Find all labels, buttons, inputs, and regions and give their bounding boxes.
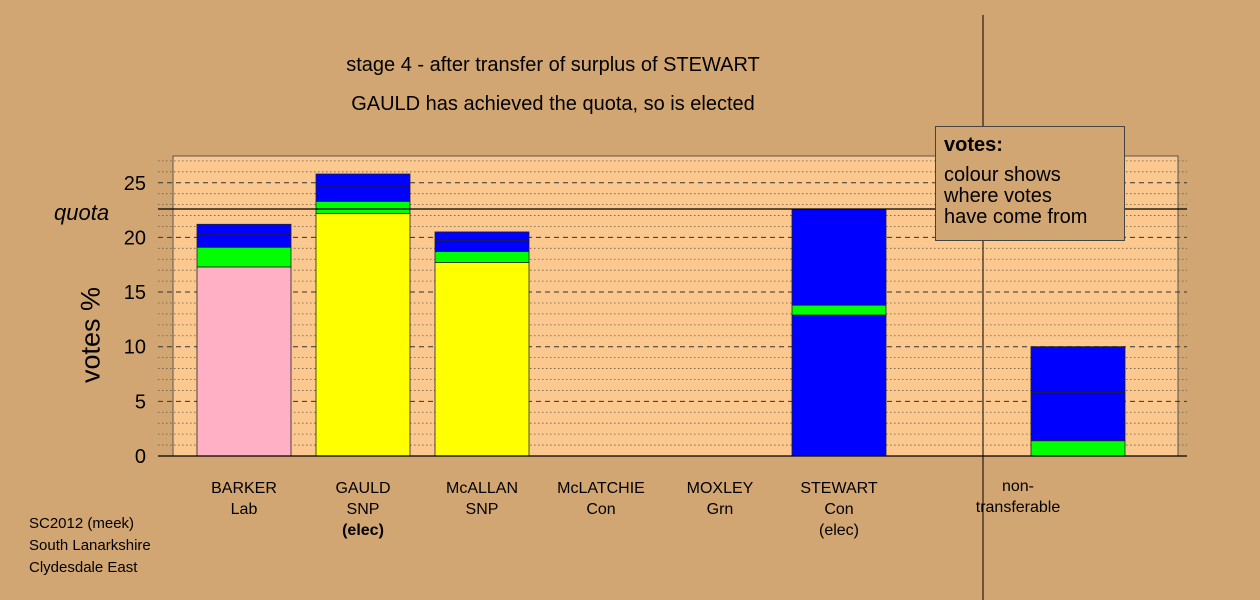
y-axis-ticks: 0 5 10 15 20 25 — [124, 173, 146, 468]
footer-line: SC2012 (meek) — [29, 515, 135, 532]
bar-segment-barker — [196, 223, 292, 235]
bar-segment-gauld — [315, 200, 411, 214]
bar-segment-gauld — [315, 212, 411, 457]
quota-label: quota — [54, 200, 110, 225]
candidate-status: (elec) — [342, 522, 384, 539]
candidate-status: (elec) — [818, 522, 859, 539]
candidate-party: SNP — [465, 501, 499, 518]
bar-segment-barker — [196, 266, 292, 457]
y-tick-label: 15 — [124, 282, 146, 304]
legend-line: where votes — [944, 185, 1052, 207]
y-tick-label: 20 — [124, 227, 146, 249]
legend-box: votes: colour shows where votes have com… — [935, 126, 1125, 241]
candidate-label-gauld: GAULD SNP (elec) — [303, 478, 423, 541]
candidate-label-moxley: MOXLEY Grn — [660, 478, 780, 520]
bar-segment-barker — [196, 246, 292, 268]
bar-segment-stewart — [791, 304, 887, 316]
candidate-name: STEWART — [800, 480, 878, 497]
candidate-label-stewart: STEWART Con (elec) — [779, 478, 899, 541]
candidate-name: GAULD — [335, 480, 391, 497]
candidate-party: Con — [586, 501, 616, 518]
y-tick-label: 5 — [135, 391, 146, 413]
candidate-name: BARKER — [211, 480, 277, 497]
candidate-label-mcallan: McALLAN SNP — [422, 478, 542, 520]
bar-segment-non-transferable — [1030, 440, 1126, 457]
chart-subtitle: GAULD has achieved the quota, so is elec… — [351, 93, 755, 115]
y-tick-label: 0 — [135, 446, 146, 468]
candidate-label-mclatchie: McLATCHIE Con — [541, 478, 661, 520]
nontransferable-line1: non- — [1001, 478, 1035, 495]
footer-line: Clydesdale East — [29, 559, 138, 576]
bar-segment-stewart — [791, 314, 887, 457]
legend-line: colour shows — [944, 164, 1061, 186]
bar-segment-gauld — [315, 173, 411, 187]
legend-title: votes: — [944, 134, 1003, 156]
candidate-name: McALLAN — [445, 480, 519, 497]
bar-segment-non-transferable — [1030, 392, 1126, 442]
bar-segment-stewart — [791, 208, 887, 306]
y-axis-label: votes % — [75, 286, 106, 384]
candidate-party: SNP — [346, 501, 380, 518]
bar-segment-mcallan — [434, 240, 530, 253]
bar-segment-mcallan — [434, 231, 530, 242]
nontransferable-label: non- transferable — [958, 476, 1078, 518]
chart-title: stage 4 - after transfer of surplus of S… — [346, 54, 760, 76]
legend-line: have come from — [944, 206, 1088, 228]
bar-segment-non-transferable — [1030, 346, 1126, 394]
bars — [196, 173, 1126, 457]
bar-segment-mcallan — [434, 251, 530, 263]
candidate-label-barker: BARKER Lab — [184, 478, 304, 520]
candidate-party: Con — [824, 501, 854, 518]
candidate-party: Grn — [706, 501, 734, 518]
bar-segment-mcallan — [434, 262, 530, 457]
bar-segment-gauld — [315, 185, 411, 202]
bar-segment-barker — [196, 233, 292, 248]
y-tick-label: 10 — [124, 337, 146, 359]
candidate-name: McLATCHIE — [557, 480, 645, 497]
nontransferable-line2: transferable — [975, 499, 1061, 516]
candidate-name: MOXLEY — [686, 480, 754, 497]
candidate-party: Lab — [230, 501, 258, 518]
y-tick-label: 25 — [124, 173, 146, 195]
footer-line: South Lanarkshire — [29, 537, 151, 554]
footer-info: SC2012 (meek) South Lanarkshire Clydesda… — [29, 513, 151, 579]
